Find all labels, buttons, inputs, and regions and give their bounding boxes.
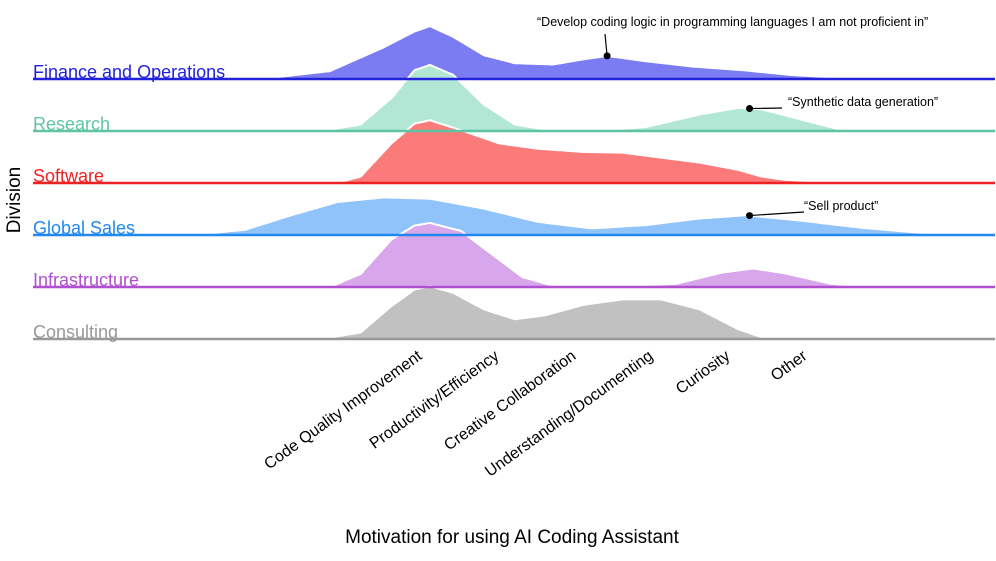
tick-productivity-efficiency: Productivity/Efficiency: [367, 347, 503, 452]
annotation-leader: [749, 211, 805, 217]
y-axis-title: Division: [4, 167, 25, 234]
annotation-leader: [604, 33, 608, 56]
label-finance-and-operations: Finance and Operations: [33, 62, 225, 82]
annotation-text: “Sell product”: [804, 199, 878, 213]
annotation-text: “Synthetic data generation”: [788, 95, 938, 109]
label-research: Research: [33, 114, 110, 134]
label-global-sales: Global Sales: [33, 218, 135, 238]
annotation-dot: [603, 52, 611, 60]
ridge-consulting: [32, 285, 996, 341]
tick-other: Other: [768, 347, 811, 385]
annotation-dot: [746, 212, 754, 220]
annotation-text: “Develop coding logic in programming lan…: [537, 15, 928, 29]
division-labels: Finance and Operations Research Software Gl…: [33, 62, 225, 342]
tick-curiosity: Curiosity: [673, 347, 733, 397]
annotation-leader: [749, 107, 783, 110]
ridge-baselines: [33, 77, 995, 341]
x-axis-title: Motivation for using AI Coding Assistant: [345, 527, 679, 548]
label-consulting: Consulting: [33, 322, 118, 342]
annotation-dot: [746, 105, 754, 113]
tick-creative-collaboration: Creative Collaboration: [441, 347, 579, 454]
annotations: “Develop coding logic in programming lan…: [537, 15, 938, 220]
ridge-fills: [32, 25, 996, 341]
x-tick-labels: Code Quality ImprovementProductivity/Eff…: [261, 347, 811, 480]
label-software: Software: [33, 166, 104, 186]
label-infrastructure: Infrastructure: [33, 270, 139, 290]
tick-code-quality-improvement: Code Quality Improvement: [261, 347, 425, 473]
ridge-global-sales: [32, 196, 996, 236]
